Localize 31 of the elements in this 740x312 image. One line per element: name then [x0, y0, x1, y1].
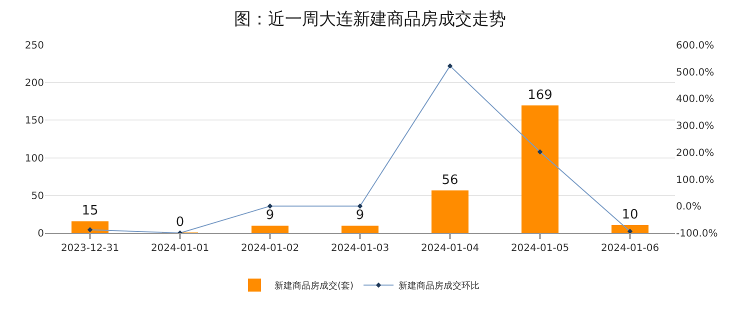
data-label: 0 — [176, 215, 184, 230]
x-tick-label: 2023-12-31 — [60, 243, 120, 254]
y-tick-label: 100 — [24, 153, 44, 164]
data-label: 9 — [356, 208, 364, 224]
y2-tick-label: 500.0% — [676, 67, 714, 78]
y2-tick-label: 400.0% — [676, 94, 714, 106]
y2-tick-label: 300.0% — [676, 121, 714, 132]
data-label: 56 — [442, 172, 458, 188]
legend-label: 新建商品房成交环比 — [398, 280, 480, 292]
data-label: 9 — [266, 208, 274, 224]
data-label: 15 — [82, 204, 98, 219]
y2-tick-label: 100.0% — [676, 174, 714, 186]
x-tick-label: 2024-01-06 — [600, 243, 660, 254]
x-tick-label: 2024-01-02 — [240, 243, 300, 254]
y-tick-label: 50 — [31, 190, 44, 202]
y-tick-label: 250 — [24, 40, 44, 52]
data-label: 169 — [528, 88, 552, 103]
y2-tick-label: 600.0% — [676, 40, 714, 52]
data-label: 10 — [622, 207, 638, 222]
y-tick-label: 150 — [24, 116, 44, 127]
y2-tick-label: 200.0% — [676, 148, 714, 159]
chart-title: 图：近一周大连新建商品房成交走势 — [234, 9, 506, 30]
legend-label: 新建商品房成交(套) — [274, 280, 354, 292]
y-tick-label: 0 — [38, 228, 44, 240]
y-tick-label: 200 — [24, 78, 44, 90]
x-tick-label: 2024-01-04 — [420, 243, 480, 254]
x-tick-label: 2024-01-01 — [150, 243, 210, 254]
x-tick-label: 2024-01-05 — [510, 243, 570, 254]
y2-tick-label: -100.0% — [676, 228, 718, 240]
x-tick-label: 2024-01-03 — [330, 243, 390, 254]
y2-tick-label: 0.0% — [676, 202, 702, 213]
